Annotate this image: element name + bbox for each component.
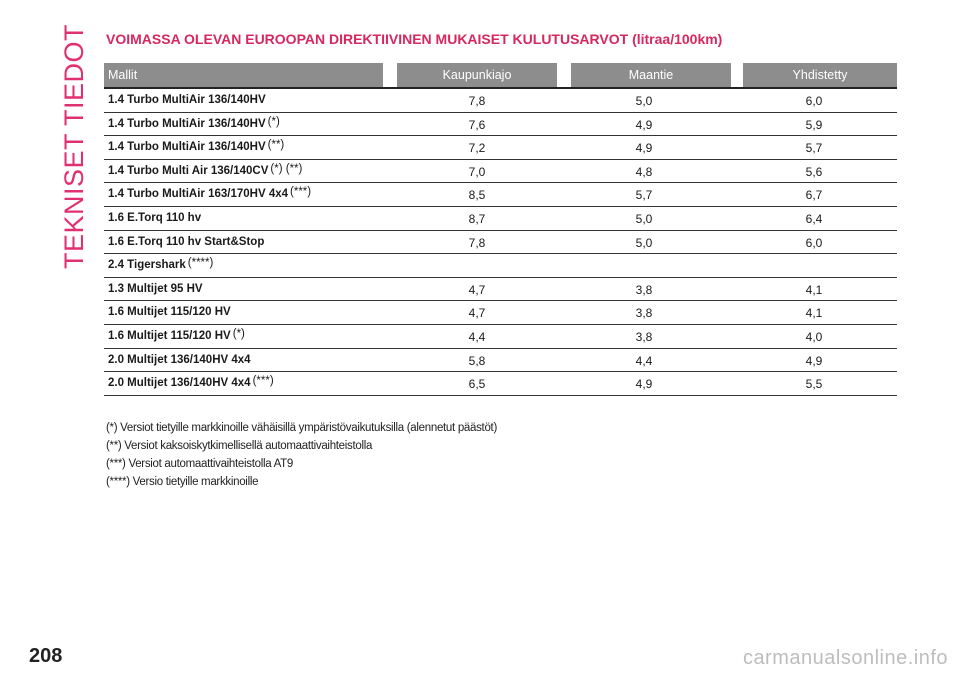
city-value: 6,5 xyxy=(468,377,486,392)
page-heading: VOIMASSA OLEVAN EUROOPAN DIREKTIIVINEN M… xyxy=(106,31,723,47)
highway-value: 3,8 xyxy=(635,306,653,321)
consumption-table: Mallit Kaupunkiajo Maantie Yhdistetty 1.… xyxy=(104,63,897,396)
model-name: 1.4 Turbo MultiAir 136/140HV (*) xyxy=(104,115,397,130)
city-value: 7,6 xyxy=(468,117,486,132)
model-name: 1.4 Turbo Multi Air 136/140CV (*) (**) xyxy=(104,162,397,177)
highway-value: 5,0 xyxy=(635,235,653,250)
header-models: Mallit xyxy=(104,63,383,87)
combined-value: 4,9 xyxy=(805,353,823,368)
model-label: 1.4 Turbo MultiAir 163/170HV 4x4 xyxy=(108,188,289,201)
model-label: 1.3 Multijet 95 HV xyxy=(108,282,203,295)
city-value: 7,8 xyxy=(468,94,486,108)
highway-value: 3,8 xyxy=(635,282,653,297)
highway-value: 4,8 xyxy=(635,164,653,179)
model-label: 2.4 Tigershark xyxy=(108,259,186,272)
highway-value: 4,4 xyxy=(635,353,653,368)
city-value: 8,5 xyxy=(468,188,486,203)
model-name: 1.4 Turbo MultiAir 136/140HV (**) xyxy=(104,139,397,154)
combined-value: 5,7 xyxy=(805,141,823,156)
table-row: 1.4 Turbo MultiAir 136/140HV (*) 7,6 4,9 … xyxy=(104,113,897,137)
table-header: Mallit Kaupunkiajo Maantie Yhdistetty xyxy=(104,63,897,87)
table-row: 1.4 Turbo MultiAir 136/140HV 7,8 5,0 6,0 xyxy=(104,89,897,113)
city-value: 4,4 xyxy=(468,329,486,344)
city-value: 8,7 xyxy=(468,211,486,226)
combined-value: 5,9 xyxy=(805,117,823,132)
model-name: 1.6 Multijet 115/120 HV (*) xyxy=(104,327,397,342)
combined-value: 5,6 xyxy=(805,164,823,179)
combined-value: 4,1 xyxy=(805,306,823,321)
table-body: 1.4 Turbo MultiAir 136/140HV 7,8 5,0 6,0… xyxy=(104,87,897,396)
model-note: (**) xyxy=(267,139,285,152)
model-label: 1.6 Multijet 115/120 HV xyxy=(108,329,231,342)
header-combined: Yhdistetty xyxy=(743,63,897,87)
model-name: 1.4 Turbo MultiAir 136/140HV xyxy=(104,94,397,106)
combined-value: 6,4 xyxy=(805,211,823,226)
city-value: 4,7 xyxy=(468,282,486,297)
highway-value: 4,9 xyxy=(635,117,653,132)
footnote: (**) Versiot kaksoiskytkimellisellä auto… xyxy=(106,440,373,452)
model-label: 1.6 E.Torq 110 hv Start&Stop xyxy=(108,235,265,248)
table-row: 1.6 E.Torq 110 hv Start&Stop 7,8 5,0 6,0 xyxy=(104,231,897,255)
model-label: 1.4 Turbo MultiAir 136/140HV xyxy=(108,94,266,106)
highway-value: 4,9 xyxy=(635,377,653,392)
model-note: (*) xyxy=(267,115,280,128)
table-row: 1.6 Multijet 115/120 HV (*) 4,4 3,8 4,0 xyxy=(104,325,897,349)
model-label: 1.6 Multijet 115/120 HV xyxy=(108,306,231,319)
model-label: 2.0 Multijet 136/140HV 4x4 xyxy=(108,353,251,366)
model-label: 1.4 Turbo MultiAir 136/140HV xyxy=(108,141,266,154)
city-value: 7,2 xyxy=(468,141,486,156)
highway-value: 5,7 xyxy=(635,188,653,203)
model-name: 1.6 E.Torq 110 hv xyxy=(104,212,397,224)
footnote: (****) Versio tietyille markkinoille xyxy=(106,476,259,488)
model-label: 1.4 Turbo MultiAir 136/140HV xyxy=(108,117,266,130)
model-name: 1.6 E.Torq 110 hv Start&Stop xyxy=(104,236,397,248)
table-row: 1.4 Turbo MultiAir 163/170HV 4x4 (***) 8,… xyxy=(104,183,897,207)
footnote: (*) Versiot tietyille markkinoille vähäi… xyxy=(106,422,497,434)
table-row: 1.3 Multijet 95 HV 4,7 3,8 4,1 xyxy=(104,278,897,302)
highway-value: 5,0 xyxy=(635,211,653,226)
combined-value: 4,1 xyxy=(805,282,823,297)
model-note: (*) (**) xyxy=(270,162,303,175)
footnote: (***) Versiot automaattivaihteistolla AT… xyxy=(106,458,293,470)
model-note: (***) xyxy=(252,375,274,388)
combined-value: 5,5 xyxy=(805,377,823,392)
city-value: 7,0 xyxy=(468,164,486,179)
table-row: 1.6 Multijet 115/120 HV 4,7 3,8 4,1 xyxy=(104,301,897,325)
model-name: 2.4 Tigershark (****) xyxy=(104,257,397,272)
table-row: 1.6 E.Torq 110 hv 8,7 5,0 6,4 xyxy=(104,207,897,231)
header-highway: Maantie xyxy=(571,63,731,87)
combined-value: 6,0 xyxy=(805,94,823,108)
model-name: 1.3 Multijet 95 HV xyxy=(104,283,397,295)
highway-value: 3,8 xyxy=(635,329,653,344)
highway-value: 5,0 xyxy=(635,94,653,108)
model-note: (****) xyxy=(187,257,214,270)
model-label: 2.0 Multijet 136/140HV 4x4 xyxy=(108,377,251,390)
model-note: (***) xyxy=(290,186,312,199)
city-value: 4,7 xyxy=(468,306,486,321)
model-name: 1.6 Multijet 115/120 HV xyxy=(104,306,397,318)
section-side-title: TEKNISET TIEDOT xyxy=(58,24,90,269)
combined-value: 4,0 xyxy=(805,329,823,344)
city-value: 7,8 xyxy=(468,235,486,250)
table-row: 1.4 Turbo Multi Air 136/140CV (*) (**) 7,… xyxy=(104,160,897,184)
table-row: 2.4 Tigershark (****) xyxy=(104,254,897,278)
combined-value: 6,7 xyxy=(805,188,823,203)
model-name: 1.4 Turbo MultiAir 163/170HV 4x4 (***) xyxy=(104,186,397,201)
footnotes: (*) Versiot tietyille markkinoille vähäi… xyxy=(106,419,896,491)
header-city: Kaupunkiajo xyxy=(397,63,557,87)
city-value: 5,8 xyxy=(468,353,486,368)
table-row: 2.0 Multijet 136/140HV 4x4 5,8 4,4 4,9 xyxy=(104,349,897,373)
model-name: 2.0 Multijet 136/140HV 4x4 xyxy=(104,354,397,366)
model-note: (*) xyxy=(232,327,245,340)
watermark: carmanualsonline.info xyxy=(742,647,948,669)
model-name: 2.0 Multijet 136/140HV 4x4 (***) xyxy=(104,375,397,390)
highway-value: 4,9 xyxy=(635,141,653,156)
combined-value: 6,0 xyxy=(805,235,823,250)
section-side-title-text: TEKNISET TIEDOT xyxy=(58,24,89,270)
table-row: 2.0 Multijet 136/140HV 4x4 (***) 6,5 4,9 … xyxy=(104,372,897,396)
model-label: 1.4 Turbo Multi Air 136/140CV xyxy=(108,164,269,177)
model-label: 1.6 E.Torq 110 hv xyxy=(108,211,202,224)
page-number: 208 xyxy=(29,645,63,667)
table-row: 1.4 Turbo MultiAir 136/140HV (**) 7,2 4,9… xyxy=(104,136,897,160)
